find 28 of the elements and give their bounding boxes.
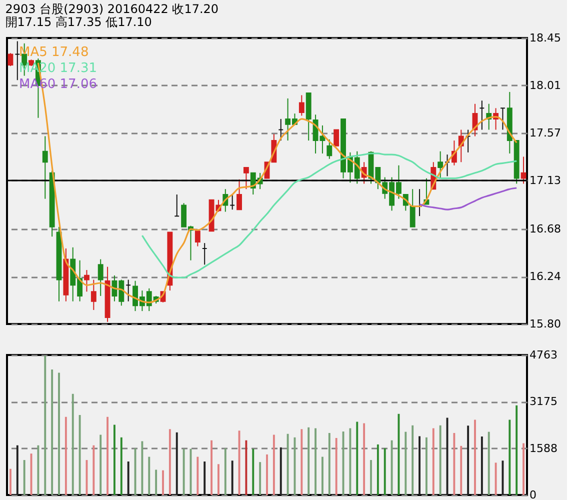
candlestick [42,136,48,200]
chart-title: 2903 台股(2903) 20160422 收17.20 [5,2,219,16]
y-tick-label: 1588 [530,442,558,455]
y-tick-label: 18.01 [530,78,561,92]
candlestick [326,138,332,160]
candlestick [520,156,526,184]
candlestick [8,52,14,67]
candlestick [236,178,242,210]
candlestick [334,129,340,146]
y-tick-label: 15.80 [530,318,561,330]
y-tick-label: 18.45 [530,32,561,44]
chart-subtitle: 開17.15 高17.35 低17.10 [5,15,152,29]
candlestick [410,188,416,228]
y-tick-label: 0 [530,488,536,500]
candlestick [194,230,200,247]
candlestick [438,150,444,179]
y-tick-label: 3175 [530,395,558,408]
candlestick [298,94,304,116]
candlestick [84,270,90,292]
candlestick [90,279,96,310]
y-tick-label: 4763 [530,348,558,362]
y-tick-label: 16.24 [530,270,561,284]
line-series [418,187,518,210]
candlestick [243,167,249,190]
candlestick [98,258,104,296]
y-tick-label: 16.68 [530,222,561,236]
y-tick-label: 17.13 [530,174,561,187]
y-tick-label: 17.57 [530,126,561,140]
